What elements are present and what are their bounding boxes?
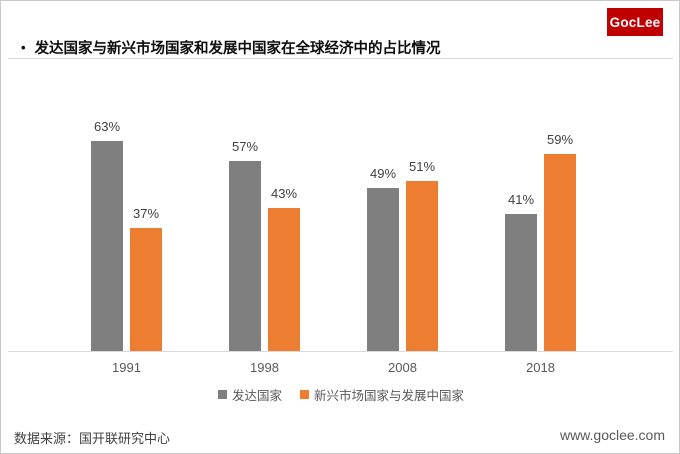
title-row: • 发达国家与新兴市场国家和发展中国家在全球经济中的占比情况 <box>21 37 441 58</box>
data-source-text: 数据来源：国开联研究中心 <box>14 431 171 446</box>
x-axis-line <box>8 351 673 352</box>
bar-group-2018: 41% 59% <box>505 116 576 351</box>
bar-value-label: 37% <box>132 205 160 221</box>
bar-2018-series-0 <box>505 214 537 351</box>
title-divider <box>8 58 673 59</box>
page-title: 发达国家与新兴市场国家和发展中国家在全球经济中的占比情况 <box>34 41 441 57</box>
bar-value-label: 57% <box>231 139 259 154</box>
bullet-icon: • <box>21 40 26 55</box>
bar-2008-series-1 <box>406 181 438 351</box>
bar-2018-series-1 <box>544 154 576 351</box>
legend-item-0: 发达国家 <box>217 385 282 404</box>
bar-group-1991: 63% 37% <box>91 116 162 351</box>
bar-chart: 63% 37% 57% 43% 49% 51% 41% 59% <box>1 116 679 351</box>
bar-value-label: 43% <box>270 185 298 201</box>
bar-value-label: 41% <box>507 192 535 208</box>
legend-label: 发达国家 <box>231 388 282 403</box>
x-axis-labels: 1991 1998 2008 2018 <box>1 360 679 376</box>
chart-legend: 发达国家 新兴市场国家与发展中国家 <box>1 385 679 404</box>
legend-item-1: 新兴市场国家与发展中国家 <box>300 385 464 404</box>
bar-1991-series-1 <box>130 227 162 351</box>
bar-value-label: 63% <box>93 119 121 134</box>
legend-swatch-icon <box>300 389 309 399</box>
bar-1998-series-1 <box>268 207 300 351</box>
bar-2008-series-0 <box>367 187 399 351</box>
bar-group-1998: 57% 43% <box>229 116 300 351</box>
bar-1991-series-0 <box>91 141 123 351</box>
legend-label: 新兴市场国家与发展中国家 <box>314 388 465 403</box>
legend-swatch-icon <box>217 389 227 399</box>
bar-value-label: 49% <box>369 165 397 181</box>
x-axis-label-2018: 2018 <box>526 360 555 375</box>
x-axis-label-2008: 2008 <box>388 360 417 375</box>
website-text: www.goclee.com <box>559 427 665 443</box>
bar-1998-series-0 <box>229 161 261 351</box>
x-axis-label-1991: 1991 <box>112 360 141 375</box>
x-axis-label-1998: 1998 <box>250 360 279 375</box>
bar-value-label: 51% <box>408 159 436 174</box>
bar-value-label: 59% <box>546 132 574 148</box>
brand-logo: GocLee <box>607 8 663 36</box>
bar-group-2008: 49% 51% <box>367 116 438 351</box>
